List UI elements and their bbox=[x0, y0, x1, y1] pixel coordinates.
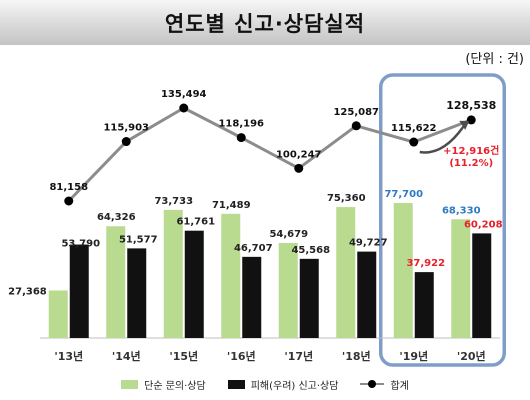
data-label-simple-inquiry: 73,733 bbox=[154, 196, 193, 207]
data-label-total: 81,158 bbox=[49, 182, 88, 193]
category-label: '14년 bbox=[112, 349, 141, 363]
data-label-total: 115,622 bbox=[391, 123, 437, 134]
bar-simple-inquiry bbox=[48, 290, 68, 338]
data-label-total: 115,903 bbox=[103, 123, 149, 134]
legend-item-damage-report: 피해(우려) 신고·상담 bbox=[227, 377, 339, 392]
category-label: '13년 bbox=[54, 349, 83, 363]
data-label-damage-report: 61,761 bbox=[176, 217, 215, 228]
total-point bbox=[409, 137, 419, 147]
data-label-total: 118,196 bbox=[218, 119, 264, 130]
legend-label: 단순 문의·상담 bbox=[144, 380, 206, 392]
data-label-total: 125,087 bbox=[333, 107, 379, 118]
total-point bbox=[236, 133, 246, 143]
bar-damage-report bbox=[414, 272, 434, 338]
data-label-damage-report: 37,922 bbox=[406, 258, 445, 269]
legend-swatch-line bbox=[360, 379, 385, 389]
bar-simple-inquiry bbox=[163, 209, 183, 338]
data-label-simple-inquiry: 64,326 bbox=[97, 212, 136, 223]
bar-simple-inquiry bbox=[106, 226, 126, 338]
total-point bbox=[351, 121, 361, 131]
total-point bbox=[466, 115, 476, 125]
highlight-box bbox=[379, 73, 506, 367]
data-label-damage-report: 60,208 bbox=[464, 219, 503, 230]
category-label: '19년 bbox=[399, 349, 428, 363]
total-point bbox=[179, 103, 189, 113]
bar-damage-report bbox=[472, 233, 492, 338]
growth-arrow-head bbox=[459, 120, 470, 130]
bar-simple-inquiry bbox=[278, 242, 298, 338]
bar-damage-report bbox=[299, 258, 319, 338]
data-label-simple-inquiry: 75,360 bbox=[327, 193, 366, 204]
data-label-simple-inquiry: 27,368 bbox=[8, 286, 47, 297]
data-label-damage-report: 45,568 bbox=[291, 245, 330, 256]
growth-annotation: +12,916건 bbox=[443, 144, 499, 157]
bar-damage-report bbox=[127, 248, 147, 338]
growth-arrow bbox=[419, 123, 467, 154]
data-label-total: 128,538 bbox=[446, 99, 496, 112]
legend: 단순 문의·상담 피해(우려) 신고·상담 합계 bbox=[0, 374, 530, 394]
legend-label: 합계 bbox=[390, 380, 409, 392]
legend-item-total: 합계 bbox=[360, 377, 409, 392]
bar-damage-report bbox=[357, 251, 377, 338]
category-label: '18년 bbox=[342, 349, 371, 363]
data-label-simple-inquiry: 77,700 bbox=[384, 189, 423, 200]
bar-damage-report bbox=[184, 230, 204, 338]
bar-simple-inquiry bbox=[393, 203, 413, 338]
data-label-damage-report: 51,577 bbox=[119, 234, 158, 245]
legend-label: 피해(우려) 신고·상담 bbox=[250, 380, 339, 392]
data-label-damage-report: 53,790 bbox=[61, 239, 100, 250]
legend-swatch-black bbox=[227, 379, 245, 389]
data-label-simple-inquiry: 54,679 bbox=[269, 229, 308, 240]
category-label: '15년 bbox=[169, 349, 198, 363]
chart-title: 연도별 신고·상담실적 bbox=[164, 11, 366, 36]
bar-simple-inquiry bbox=[336, 207, 356, 338]
unit-label: (단위 : 건) bbox=[465, 52, 524, 67]
data-label-total: 100,247 bbox=[276, 149, 322, 160]
bar-simple-inquiry bbox=[221, 213, 241, 338]
legend-item-simple-inquiry: 단순 문의·상담 bbox=[121, 377, 206, 392]
data-label-total: 135,494 bbox=[161, 89, 207, 100]
legend-swatch-green bbox=[121, 379, 139, 389]
bar-damage-report bbox=[242, 256, 262, 338]
data-label-simple-inquiry: 71,489 bbox=[212, 200, 251, 211]
total-point bbox=[64, 196, 74, 206]
data-label-simple-inquiry: 68,330 bbox=[442, 205, 481, 216]
bar-damage-report bbox=[69, 244, 89, 338]
category-label: '20년 bbox=[457, 349, 486, 363]
growth-annotation-percent: (11.2%) bbox=[449, 158, 493, 169]
title-bar: 연도별 신고·상담실적 bbox=[0, 0, 530, 45]
category-label: '16년 bbox=[227, 349, 256, 363]
category-label: '17년 bbox=[284, 349, 313, 363]
bar-simple-inquiry bbox=[451, 219, 471, 338]
total-point bbox=[294, 163, 304, 173]
data-label-damage-report: 49,727 bbox=[349, 238, 388, 249]
total-line bbox=[67, 106, 472, 203]
total-point bbox=[121, 137, 131, 147]
data-label-damage-report: 46,707 bbox=[234, 243, 273, 254]
